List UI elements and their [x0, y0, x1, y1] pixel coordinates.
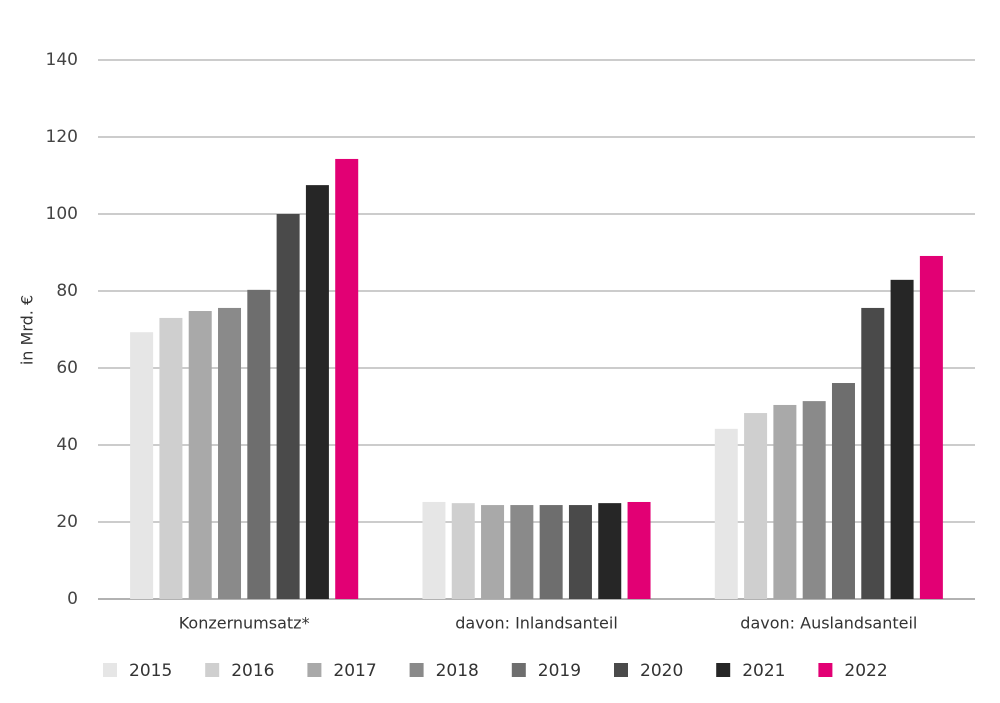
legend-swatch [205, 663, 220, 677]
bar [598, 503, 622, 599]
legend-label: 2016 [231, 661, 274, 681]
bar [744, 413, 768, 599]
bar [714, 428, 738, 599]
bar [422, 501, 446, 599]
y-tick-label: 120 [46, 127, 78, 147]
bar [130, 332, 154, 599]
bar [831, 383, 855, 599]
bar [451, 503, 475, 599]
legend-label: 2019 [538, 661, 581, 681]
legend-label: 2022 [844, 661, 887, 681]
bar [627, 501, 651, 599]
y-tick-label: 140 [46, 50, 78, 70]
legend-swatch [818, 663, 833, 677]
bar [919, 255, 943, 599]
bar [539, 505, 563, 599]
y-tick-label: 40 [56, 435, 78, 455]
bar [305, 185, 329, 599]
y-tick-label: 60 [56, 358, 78, 378]
bar [247, 289, 271, 599]
bar [510, 505, 534, 599]
legend-swatch [511, 663, 526, 677]
bar [159, 317, 183, 599]
bar [890, 279, 914, 599]
y-tick-label: 20 [56, 512, 78, 532]
y-tick-label: 80 [56, 281, 78, 301]
bar [276, 214, 300, 599]
bar [335, 158, 359, 599]
bar [481, 505, 505, 599]
legend-swatch [614, 663, 628, 677]
legend-label: 2021 [742, 661, 785, 681]
bar [568, 505, 592, 599]
legend-label: 2018 [436, 661, 479, 681]
y-axis-label: in Mrd. € [18, 295, 37, 365]
legend-label: 2015 [129, 661, 172, 681]
legend-swatch [716, 663, 731, 677]
bar [861, 307, 885, 599]
y-tick-label: 100 [46, 204, 78, 224]
legend-label: 2020 [640, 661, 683, 681]
bar [773, 404, 797, 599]
bar [802, 401, 826, 599]
bar [218, 307, 242, 599]
legend-swatch [307, 663, 322, 677]
x-tick-label: Konzernumsatz* [179, 614, 310, 633]
legend-label: 2017 [333, 661, 376, 681]
y-tick-label: 0 [67, 589, 78, 609]
x-tick-label: davon: Inlandsanteil [455, 614, 618, 633]
x-tick-label: davon: Auslandsanteil [740, 614, 917, 633]
bar [188, 311, 212, 599]
legend-swatch [409, 663, 424, 677]
legend-swatch [103, 663, 117, 677]
